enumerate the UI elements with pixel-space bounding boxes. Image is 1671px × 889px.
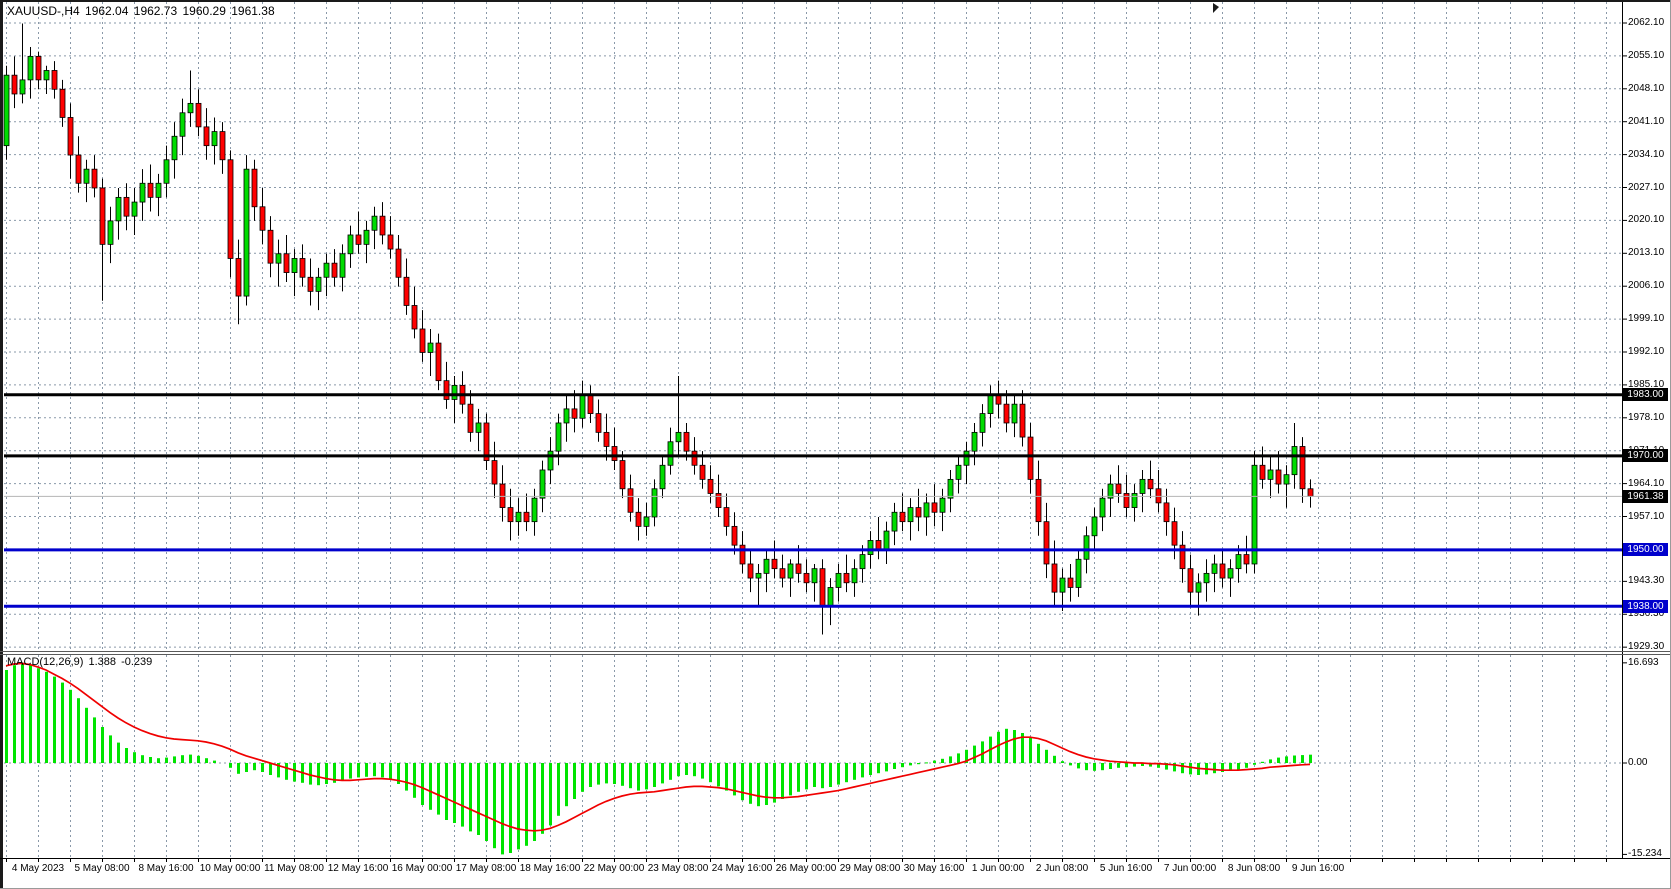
macd-tick-label: 16.693 bbox=[1628, 656, 1659, 668]
price-tick-label: 1985.10 bbox=[1628, 378, 1665, 390]
time-tick-label: 8 Jun 08:00 bbox=[1227, 863, 1281, 874]
price-tick-label: 1964.10 bbox=[1628, 477, 1665, 489]
price-tick-label: 1957.10 bbox=[1628, 510, 1665, 522]
macd-main-value: 1.388 bbox=[88, 656, 117, 668]
macd-axis[interactable]: 16.693 0.00 -15.234 bbox=[1622, 655, 1671, 860]
close-value: 1961.38 bbox=[231, 4, 275, 18]
price-tick-label: 1999.10 bbox=[1628, 313, 1665, 325]
time-tick-label: 18 May 16:00 bbox=[519, 863, 581, 874]
price-tick-label: 2013.10 bbox=[1628, 247, 1665, 259]
price-tick-label: 2006.10 bbox=[1628, 280, 1665, 292]
time-tick-label: 9 Jun 16:00 bbox=[1291, 863, 1345, 874]
price-tick-label: 1978.10 bbox=[1628, 411, 1665, 423]
macd-name-label: MACD(12,26,9) bbox=[7, 656, 84, 668]
time-tick-label: 29 May 08:00 bbox=[839, 863, 901, 874]
axis-ticks bbox=[6, 22, 1627, 862]
price-level-label-1961.38: 1961.38 bbox=[1623, 489, 1668, 503]
chart-title: XAUUSD-,H4 1962.04 1962.73 1960.29 1961.… bbox=[7, 4, 277, 18]
mouse-cursor-icon bbox=[1213, 3, 1224, 13]
macd-signal-value: -0.239 bbox=[121, 656, 153, 668]
macd-tick-label: -15.234 bbox=[1628, 848, 1662, 860]
low-value: 1960.29 bbox=[182, 4, 226, 18]
time-tick-label: 17 May 08:00 bbox=[455, 863, 517, 874]
time-tick-label: 2 Jun 08:00 bbox=[1035, 863, 1089, 874]
price-tick-label: 2041.10 bbox=[1628, 115, 1665, 127]
high-value: 1962.73 bbox=[133, 4, 178, 18]
level-lines bbox=[4, 393, 1622, 608]
price-level-label-1950.00: 1950.00 bbox=[1623, 543, 1668, 557]
price-tick-label: 2027.10 bbox=[1628, 181, 1665, 193]
macd-indicator-label: MACD(12,26,9) 1.388 -0.239 bbox=[7, 656, 154, 668]
price-tick-label: 2055.10 bbox=[1628, 49, 1665, 61]
time-axis[interactable]: 4 May 2023 5 May 08:00 8 May 16:00 10 May 0… bbox=[0, 858, 1671, 889]
macd-histogram bbox=[5, 662, 1312, 855]
time-tick-label: 10 May 00:00 bbox=[199, 863, 261, 874]
open-value: 1962.04 bbox=[85, 4, 129, 18]
time-tick-label: 5 May 08:00 bbox=[74, 863, 130, 874]
macd-signal-line bbox=[5, 662, 1311, 832]
price-tick-label: 1936.30 bbox=[1628, 608, 1665, 620]
time-tick-label: 11 May 08:00 bbox=[264, 863, 324, 874]
time-tick-label: 8 May 16:00 bbox=[138, 863, 194, 874]
time-tick-label: 5 Jun 16:00 bbox=[1099, 863, 1153, 874]
price-tick-label: 2020.10 bbox=[1628, 214, 1665, 226]
time-tick-label: 22 May 00:00 bbox=[583, 863, 645, 874]
price-tick-label: 2062.10 bbox=[1628, 17, 1665, 28]
vertical-gridlines bbox=[6, 2, 1607, 858]
time-tick-label: 12 May 16:00 bbox=[327, 863, 389, 874]
time-tick-label: 23 May 08:00 bbox=[647, 863, 709, 874]
price-level-label-1938.00: 1938.00 bbox=[1623, 599, 1668, 613]
price-level-label-1970.00: 1970.00 bbox=[1623, 449, 1668, 463]
candles bbox=[3, 23, 1314, 635]
time-tick-label: 24 May 16:00 bbox=[711, 863, 773, 874]
time-tick-label: 1 Jun 00:00 bbox=[971, 863, 1025, 874]
price-tick-label: 2034.10 bbox=[1628, 148, 1665, 160]
price-level-label-1983.00: 1983.00 bbox=[1623, 388, 1668, 402]
price-tick-label: 1943.30 bbox=[1628, 575, 1665, 587]
price-tick-label: 2048.10 bbox=[1628, 82, 1665, 94]
time-tick-label: 7 Jun 00:00 bbox=[1163, 863, 1217, 874]
time-tick-label: 30 May 16:00 bbox=[903, 863, 965, 874]
price-axis[interactable]: 2062.10 2055.10 2048.10 2041.10 2034.10 2027.… bbox=[1622, 0, 1671, 858]
macd-tick-label: 0.00 bbox=[1628, 757, 1648, 768]
time-tick-label: 4 May 2023 bbox=[11, 863, 65, 874]
time-tick-label: 26 May 00:00 bbox=[775, 863, 837, 874]
time-tick-label: 16 May 00:00 bbox=[391, 863, 453, 874]
price-tick-label: 1929.30 bbox=[1628, 641, 1665, 653]
price-tick-label: 1992.10 bbox=[1628, 346, 1665, 357]
symbol-period-label: XAUUSD-,H4 bbox=[7, 4, 80, 18]
